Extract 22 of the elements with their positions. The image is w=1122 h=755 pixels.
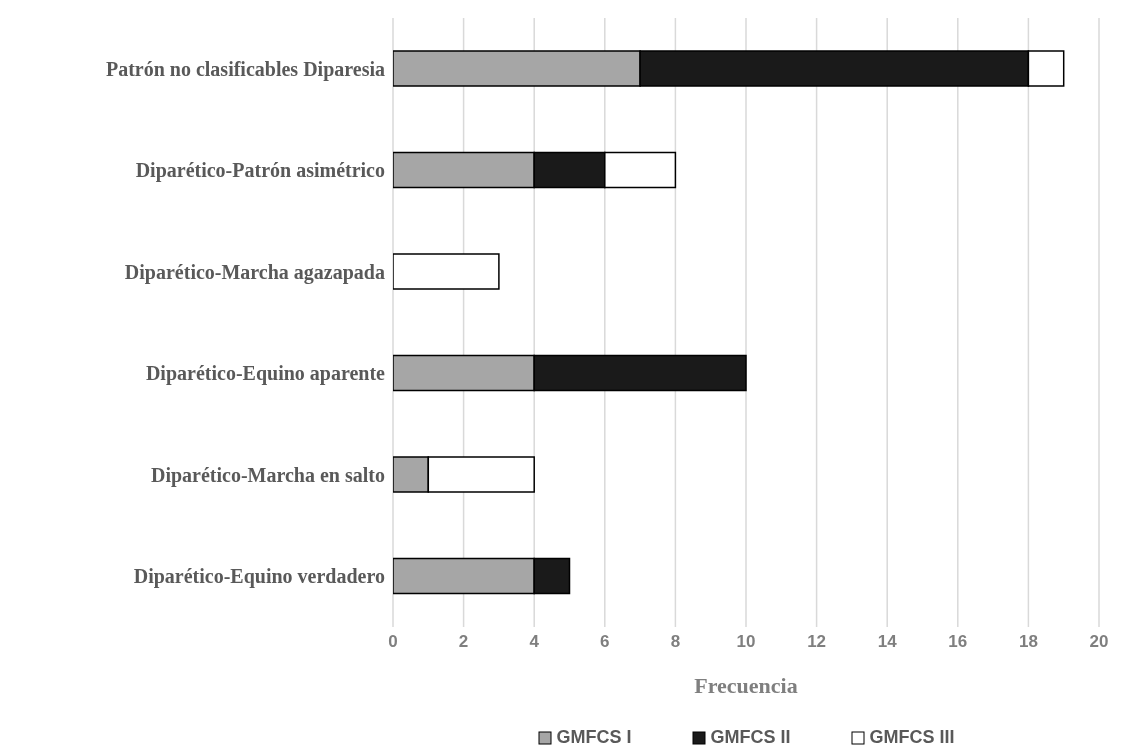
x-tick-label: 14 xyxy=(877,632,898,652)
y-tick-label: Diparético-Marcha en salto xyxy=(150,463,385,487)
x-tick-label: 10 xyxy=(736,632,756,652)
y-tick-label: Diparético-Equino aparente xyxy=(145,362,386,386)
x-tick-label: 18 xyxy=(1018,632,1038,652)
x-tick-label: 2 xyxy=(458,632,469,652)
bar xyxy=(393,253,500,290)
x-tick-label: 16 xyxy=(948,632,968,652)
legend-label: GMFCS II xyxy=(709,727,791,748)
x-tick-label: 0 xyxy=(388,632,398,652)
y-tick-label: Diparético-Marcha agazapada xyxy=(124,260,385,284)
y-tick-label: Diparético-Patrón asimétrico xyxy=(135,159,385,183)
x-axis-title: Frecuencia xyxy=(694,672,798,698)
y-tick-label: Diparético-Equino verdadero xyxy=(133,565,385,589)
legend-label: GMFCS I xyxy=(555,727,632,748)
x-tick-label: 12 xyxy=(807,632,827,652)
x-tick-label: 8 xyxy=(670,632,681,652)
y-tick-label: Patrón no clasificables Diparesia xyxy=(105,57,385,81)
x-tick-label: 4 xyxy=(529,632,540,652)
x-tick-label: 6 xyxy=(600,632,610,652)
legend-label: GMFCS III xyxy=(868,727,955,748)
x-tick-label: 20 xyxy=(1089,632,1109,652)
